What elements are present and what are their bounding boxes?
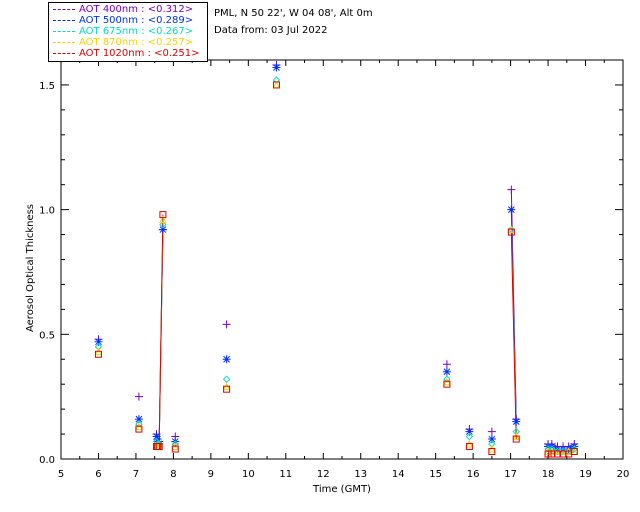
y-tick-label: 1.5 — [39, 81, 55, 92]
data-point — [223, 385, 231, 393]
data-point — [465, 439, 474, 448]
y-tick-label: 1.0 — [39, 206, 55, 217]
legend-label-400: AOT 400nm : <0.312> — [79, 4, 194, 15]
series-line-segment — [510, 232, 517, 440]
x-tick-label: 16 — [467, 469, 480, 480]
legend: AOT 400nm : <0.312> AOT 500nm : <0.289> … — [48, 2, 208, 62]
date-info: Data from: 03 Jul 2022 — [214, 25, 328, 36]
data-point — [272, 63, 281, 72]
data-point — [507, 185, 516, 194]
data-point — [443, 375, 451, 383]
data-point — [465, 432, 474, 441]
data-point — [171, 440, 179, 448]
data-point — [487, 427, 496, 436]
data-point — [512, 435, 520, 443]
legend-label-870: AOT 870nm : <0.257> — [79, 37, 194, 48]
x-tick-label: 14 — [392, 469, 405, 480]
x-tick-label: 5 — [58, 469, 64, 480]
data-point — [134, 415, 143, 424]
x-tick-label: 7 — [133, 469, 139, 480]
legend-label-500: AOT 500nm : <0.289> — [79, 15, 194, 26]
data-point — [507, 205, 516, 214]
data-point — [512, 417, 521, 426]
series-line-segment — [158, 214, 164, 447]
data-point — [544, 450, 552, 458]
data-point — [488, 444, 496, 453]
y-tick-label: 0.5 — [39, 330, 55, 341]
x-tick-label: 9 — [208, 469, 214, 480]
data-point — [222, 320, 231, 329]
legend-line-400 — [53, 9, 75, 10]
data-point — [465, 443, 473, 451]
site-info: PML, N 50 22', W 04 08', Alt 0m — [214, 8, 373, 19]
x-tick-label: 8 — [170, 469, 176, 480]
x-tick-label: 6 — [95, 469, 101, 480]
data-point — [135, 425, 143, 433]
y-axis-label: Aerosol Optical Thickness — [25, 204, 36, 332]
data-point — [487, 435, 496, 444]
x-axis-ticks: 5 6 7 8 9 10 11 12 13 14 15 16 17 18 19 20 — [58, 60, 630, 480]
x-tick-label: 17 — [504, 469, 517, 480]
x-tick-label: 13 — [354, 469, 367, 480]
data-point — [155, 443, 163, 451]
legend-item-870: AOT 870nm : <0.257> — [49, 36, 207, 49]
legend-item-500: AOT 500nm : <0.289> — [49, 14, 207, 27]
series-markers — [94, 60, 579, 458]
data-point — [443, 377, 451, 386]
data-point — [135, 420, 143, 428]
legend-item-675: AOT 675nm : <0.267> — [49, 25, 207, 38]
data-point — [272, 80, 281, 89]
data-point — [171, 442, 180, 451]
legend-line-500 — [53, 20, 75, 21]
data-point — [507, 228, 515, 236]
legend-line-1020 — [53, 53, 75, 54]
data-point — [158, 225, 167, 234]
data-point — [222, 382, 231, 391]
data-point — [222, 355, 231, 364]
data-point — [570, 448, 578, 456]
data-point — [443, 380, 451, 388]
data-point — [159, 220, 167, 229]
data-point — [512, 432, 521, 441]
data-point — [159, 215, 167, 224]
x-tick-label: 18 — [542, 469, 555, 480]
data-point — [488, 448, 496, 456]
data-point — [272, 81, 280, 89]
data-point — [548, 445, 556, 453]
legend-item-1020: AOT 1020nm : <0.251> — [49, 47, 207, 60]
data-point — [465, 427, 474, 436]
data-point — [442, 367, 451, 376]
x-tick-label: 20 — [617, 469, 630, 480]
data-point — [544, 447, 552, 456]
plot-frame — [60, 59, 624, 460]
x-tick-label: 11 — [279, 469, 292, 480]
data-point — [159, 211, 167, 219]
data-point — [507, 225, 516, 234]
legend-label-1020: AOT 1020nm : <0.251> — [79, 48, 200, 59]
legend-line-675 — [53, 31, 75, 32]
data-point — [548, 447, 556, 456]
data-point — [222, 375, 231, 383]
data-point — [135, 422, 143, 431]
data-point — [94, 337, 103, 346]
y-tick-label: 0.0 — [39, 455, 55, 466]
x-tick-label: 10 — [242, 469, 255, 480]
legend-line-870 — [53, 42, 75, 43]
x-tick-label: 19 — [579, 469, 592, 480]
x-tick-label: 15 — [429, 469, 442, 480]
data-point — [152, 432, 161, 441]
legend-item-400: AOT 400nm : <0.312> — [49, 3, 207, 16]
data-point — [171, 445, 179, 453]
legend-label-675: AOT 675nm : <0.267> — [79, 26, 194, 37]
data-point — [94, 350, 102, 358]
data-point — [94, 347, 103, 356]
data-point — [134, 392, 143, 401]
x-axis-label: Time (GMT) — [312, 484, 371, 495]
x-tick-label: 12 — [317, 469, 330, 480]
data-point — [564, 447, 573, 456]
data-point — [442, 360, 451, 369]
y-axis-ticks: 0.0 0.5 1.0 1.5 — [39, 81, 623, 466]
